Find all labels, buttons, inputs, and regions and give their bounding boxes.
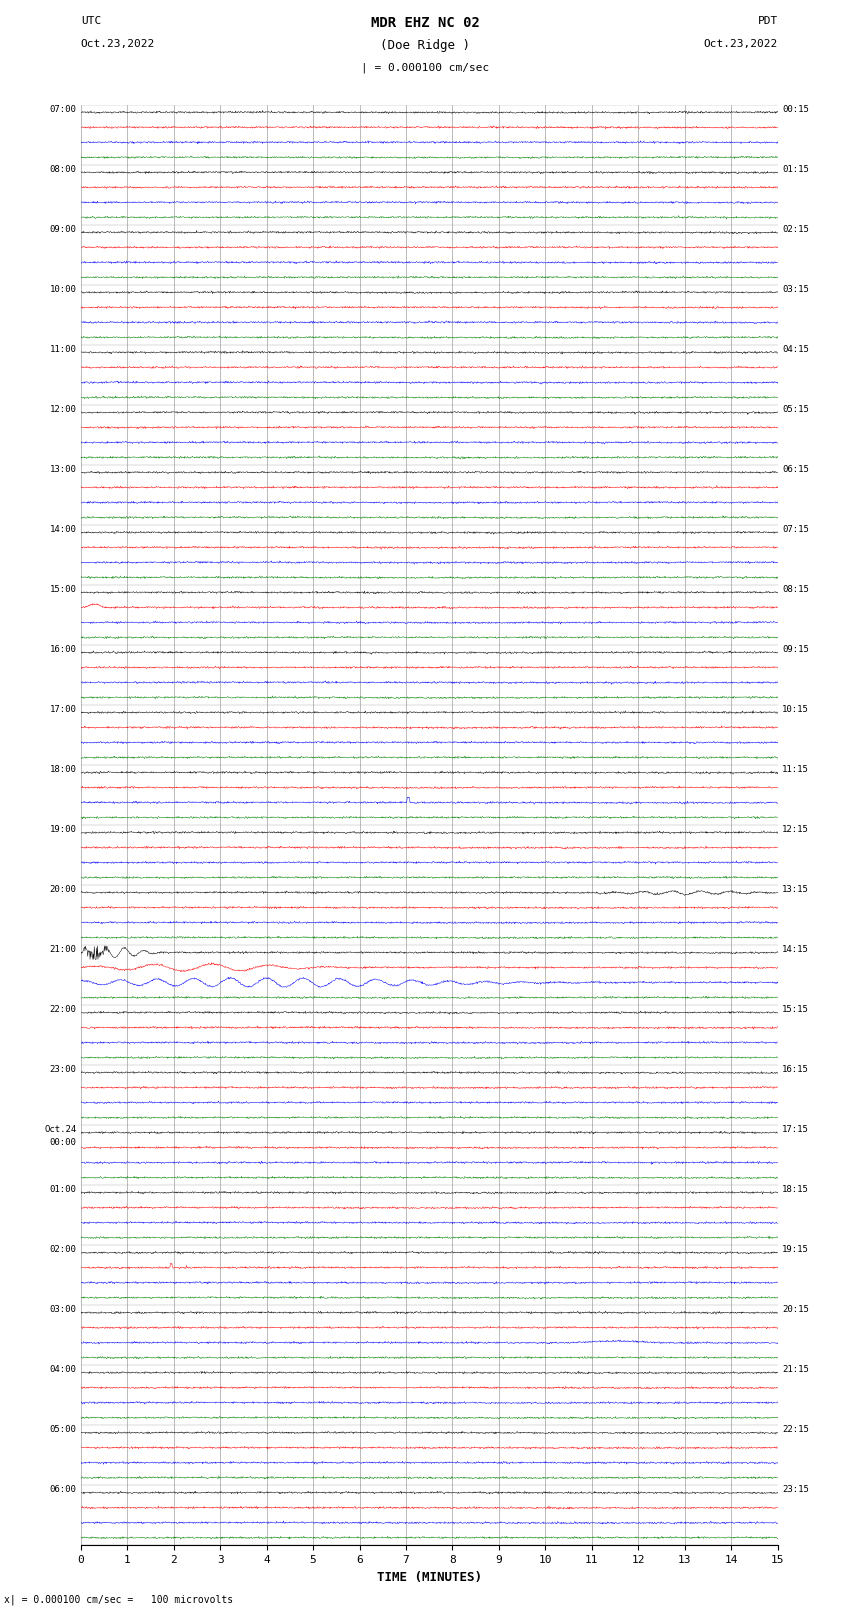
Text: 06:15: 06:15 (782, 465, 809, 474)
Text: | = 0.000100 cm/sec: | = 0.000100 cm/sec (361, 63, 489, 74)
Text: 09:15: 09:15 (782, 645, 809, 653)
Text: 02:00: 02:00 (49, 1245, 76, 1255)
Text: 02:15: 02:15 (782, 224, 809, 234)
Text: 08:15: 08:15 (782, 586, 809, 594)
Text: 21:00: 21:00 (49, 945, 76, 953)
Text: 15:15: 15:15 (782, 1005, 809, 1015)
Text: 18:15: 18:15 (782, 1186, 809, 1194)
Text: 03:15: 03:15 (782, 286, 809, 294)
Text: 19:15: 19:15 (782, 1245, 809, 1255)
Text: 12:00: 12:00 (49, 405, 76, 415)
Text: 13:15: 13:15 (782, 886, 809, 894)
Text: 17:15: 17:15 (782, 1126, 809, 1134)
Text: 03:00: 03:00 (49, 1305, 76, 1315)
Text: 17:00: 17:00 (49, 705, 76, 715)
Text: x| = 0.000100 cm/sec =   100 microvolts: x| = 0.000100 cm/sec = 100 microvolts (4, 1594, 234, 1605)
Text: 00:15: 00:15 (782, 105, 809, 115)
Text: 00:00: 00:00 (49, 1139, 76, 1147)
Text: 01:15: 01:15 (782, 165, 809, 174)
Text: 16:00: 16:00 (49, 645, 76, 653)
Text: 07:15: 07:15 (782, 524, 809, 534)
Text: PDT: PDT (757, 16, 778, 26)
Text: 09:00: 09:00 (49, 224, 76, 234)
Text: 14:00: 14:00 (49, 524, 76, 534)
Text: 07:00: 07:00 (49, 105, 76, 115)
Text: 20:15: 20:15 (782, 1305, 809, 1315)
Text: 23:15: 23:15 (782, 1486, 809, 1494)
Text: Oct.23,2022: Oct.23,2022 (81, 39, 155, 48)
Text: 23:00: 23:00 (49, 1065, 76, 1074)
Text: 01:00: 01:00 (49, 1186, 76, 1194)
Text: 15:00: 15:00 (49, 586, 76, 594)
Text: 13:00: 13:00 (49, 465, 76, 474)
Text: Oct.23,2022: Oct.23,2022 (704, 39, 778, 48)
Text: 21:15: 21:15 (782, 1365, 809, 1374)
Text: 14:15: 14:15 (782, 945, 809, 953)
Text: 10:00: 10:00 (49, 286, 76, 294)
Text: 05:15: 05:15 (782, 405, 809, 415)
Text: MDR EHZ NC 02: MDR EHZ NC 02 (371, 16, 479, 31)
Text: (Doe Ridge ): (Doe Ridge ) (380, 39, 470, 52)
Text: 05:00: 05:00 (49, 1426, 76, 1434)
Text: 22:00: 22:00 (49, 1005, 76, 1015)
Text: 18:00: 18:00 (49, 765, 76, 774)
Text: 22:15: 22:15 (782, 1426, 809, 1434)
Text: 16:15: 16:15 (782, 1065, 809, 1074)
Text: 06:00: 06:00 (49, 1486, 76, 1494)
Text: 19:00: 19:00 (49, 826, 76, 834)
Text: 12:15: 12:15 (782, 826, 809, 834)
Text: 08:00: 08:00 (49, 165, 76, 174)
Text: Oct.24: Oct.24 (44, 1126, 76, 1134)
Text: 20:00: 20:00 (49, 886, 76, 894)
Text: 04:00: 04:00 (49, 1365, 76, 1374)
X-axis label: TIME (MINUTES): TIME (MINUTES) (377, 1571, 482, 1584)
Text: 11:00: 11:00 (49, 345, 76, 353)
Text: UTC: UTC (81, 16, 101, 26)
Text: 11:15: 11:15 (782, 765, 809, 774)
Text: 04:15: 04:15 (782, 345, 809, 353)
Text: 10:15: 10:15 (782, 705, 809, 715)
